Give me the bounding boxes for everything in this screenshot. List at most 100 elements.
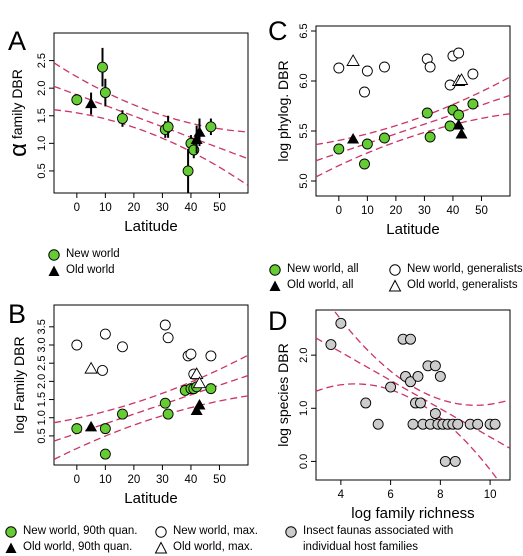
confidence-band-upper (332, 310, 510, 406)
data-point (193, 126, 206, 137)
legend-marker-old-world-90th (5, 542, 17, 553)
x-tick-label: 8 (437, 489, 443, 501)
y-tick-label: 3.0 (36, 337, 48, 352)
x-tick-label: 50 (475, 205, 488, 217)
fit-lines (54, 62, 248, 186)
panel-b: B 0 10 20 30 40 50 0.5 1.0 1.5 2.0 2.5 3.0 3.5 Latitud… (8, 299, 249, 507)
legend-label: Insect faunas associated with (303, 525, 454, 538)
data-point (192, 376, 207, 389)
legend-label: New world (66, 248, 120, 261)
confidence-band-lower (54, 395, 248, 460)
x-tick-label: 30 (156, 474, 169, 486)
x-tick-label: 0 (74, 474, 80, 486)
y-axis-label: α family DBR (5, 69, 32, 157)
data-point (333, 143, 345, 155)
data-point (117, 113, 128, 124)
x-tick-label: 20 (127, 202, 140, 214)
plot-frame (53, 32, 249, 194)
legend-label: individual host families (303, 541, 419, 554)
legend-label: New world, 90th quan. (23, 525, 138, 538)
legend-label: New world, all (287, 263, 359, 276)
data-point (333, 62, 345, 74)
panel-letter: D (268, 306, 288, 336)
data-point (472, 418, 484, 430)
data-point (453, 47, 465, 59)
data-point (346, 54, 360, 66)
regression-line (54, 85, 248, 160)
confidence-band-lower (316, 113, 510, 178)
y-tick-label: 1.0 (36, 410, 48, 425)
y-tick-label: 6.0 (298, 73, 310, 88)
confidence-band-upper (316, 76, 510, 146)
y-tick-label: 0.0 (298, 454, 310, 469)
series-old-world-generalists (346, 54, 469, 86)
data-point (97, 365, 108, 376)
data-point (421, 107, 433, 119)
x-axis-label: Latitude (124, 490, 177, 507)
data-point (71, 339, 83, 351)
confidence-band-upper (54, 354, 248, 424)
x-axis-label: Latitude (386, 221, 439, 238)
data-point (99, 448, 111, 460)
data-point (455, 128, 468, 139)
x-tick-label: 20 (127, 474, 140, 486)
data-point (189, 367, 204, 380)
data-point (162, 121, 174, 133)
panel-letter: C (268, 16, 288, 46)
regression-line (316, 337, 510, 449)
x-tick-label: 0 (74, 202, 80, 214)
x-tick-label: 30 (418, 205, 431, 217)
legend-a: New world Old world (47, 247, 120, 279)
data-point (379, 61, 390, 73)
legend-marker-new-world-90th (5, 526, 17, 538)
data-point (71, 423, 83, 435)
legend-marker-old-world (48, 265, 60, 276)
data-point (359, 86, 370, 98)
data-point (452, 119, 465, 130)
legend-marker-host-families (285, 526, 297, 538)
y-tick-label: 1.5 (36, 392, 48, 407)
y-tick-label: 5.5 (298, 123, 310, 138)
x-tick-label: 40 (185, 474, 198, 486)
data-point (117, 341, 128, 353)
legend-b: New world, 90th quan. New world, max. Ol… (4, 524, 258, 556)
data-point (405, 376, 416, 388)
legend-marker-new-world (48, 249, 60, 261)
data-point (361, 65, 373, 77)
data-point (379, 132, 390, 144)
series-old-world-90th-quan- (85, 399, 206, 432)
data-point (429, 360, 441, 372)
legend-label: Old world, 90th quan. (23, 541, 133, 554)
data-point (205, 121, 217, 133)
series-old-world (85, 92, 206, 154)
y-tick-label: 2.5 (36, 53, 48, 68)
y-tick-label: 3.5 (36, 319, 48, 334)
panel-letter: A (8, 26, 26, 56)
data-point (205, 383, 217, 395)
x-tick-label: 10 (99, 474, 112, 486)
plot-frame (315, 25, 511, 197)
legend-label: Old world, all (287, 279, 354, 292)
series-new-world-90th-quan- (71, 381, 217, 460)
x-tick-label: 50 (213, 474, 226, 486)
data-point (335, 317, 347, 329)
y-tick-label: 0.5 (36, 428, 48, 443)
data-point (85, 420, 98, 432)
panel-c: C 0 10 20 30 40 50 5.0 5.5 6.0 6.5 Latitude log phyl… (268, 16, 511, 238)
y-tick-label: 2.0 (298, 348, 310, 363)
legend-label: Old world, max. (173, 541, 253, 554)
x-tick-label: 40 (185, 202, 198, 214)
data-point (84, 361, 98, 374)
series-insect-faunas-associated-with-individual-host-families (325, 317, 501, 467)
y-tick-label: 0.5 (36, 163, 48, 178)
x-tick-label: 30 (156, 202, 169, 214)
legend-d: Insect faunas associated with individual… (284, 524, 453, 556)
regression-line (54, 374, 248, 442)
fit-lines (54, 354, 248, 460)
x-tick-label: 40 (447, 205, 460, 217)
data-point (182, 165, 194, 177)
series-new-world (71, 47, 217, 193)
data-point (372, 418, 384, 430)
y-axis-label: log Family DBR (11, 336, 27, 433)
